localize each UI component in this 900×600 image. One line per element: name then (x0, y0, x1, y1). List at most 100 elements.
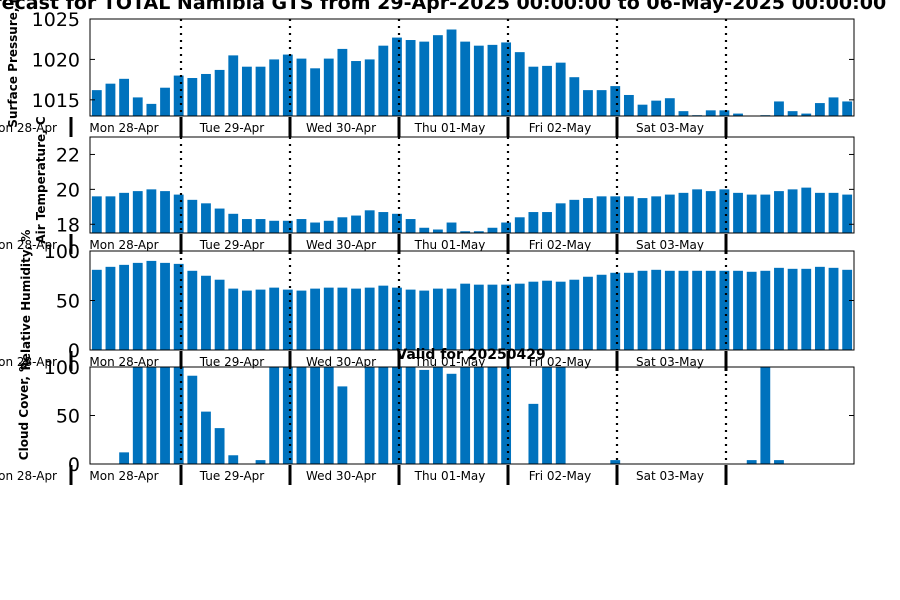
bar (487, 284, 498, 350)
bar (201, 275, 211, 350)
bar (692, 189, 703, 233)
y-tick-label: 1015 (32, 90, 80, 112)
bar (623, 94, 634, 116)
bar (733, 113, 743, 116)
bar (651, 100, 662, 116)
bar (419, 369, 430, 464)
bar (446, 29, 457, 116)
y-tick-label: 1025 (32, 9, 80, 31)
bar (719, 110, 730, 116)
bar (187, 78, 198, 116)
bar (746, 271, 757, 350)
bar (514, 52, 525, 116)
bar (214, 428, 225, 464)
bar (596, 196, 607, 233)
bar (787, 111, 798, 116)
bar (814, 103, 825, 116)
bar (282, 220, 293, 233)
bar (337, 217, 348, 233)
x-tick-label: Wed 30-Apr (306, 355, 376, 369)
bar (583, 198, 593, 233)
bar (610, 272, 621, 350)
bar (637, 104, 648, 116)
bar (405, 219, 416, 233)
bar (187, 270, 198, 350)
bar (432, 35, 443, 116)
bar (282, 289, 293, 350)
y-tick-label: 1020 (32, 49, 80, 71)
bar (528, 403, 539, 464)
bar (146, 189, 157, 233)
bar (801, 187, 812, 233)
bar (637, 198, 648, 233)
bar (119, 264, 130, 350)
bar (828, 97, 839, 116)
bar (623, 196, 634, 233)
bar (664, 270, 675, 350)
x-tick-label: Fri 02-May (529, 238, 592, 252)
x-tick-label: Sat 03-May (636, 238, 704, 252)
bar (119, 78, 130, 116)
x-tick-label: Thu 01-May (414, 469, 486, 483)
bar (460, 367, 471, 464)
plot-frame (89, 136, 855, 234)
bar (187, 199, 198, 233)
bar (392, 37, 402, 117)
x-tick-label: Mon 28-Apr (89, 469, 158, 483)
y-axis-label: Relative Humidity, % (19, 230, 33, 371)
bar (473, 284, 484, 350)
y-tick-label: 100 (44, 241, 80, 263)
bar (228, 55, 239, 117)
bar (119, 452, 130, 464)
bar (351, 215, 361, 233)
bar (173, 367, 184, 464)
bar (160, 367, 170, 464)
bar (364, 287, 375, 350)
bar (460, 231, 471, 233)
bar (323, 367, 334, 464)
bar (310, 288, 321, 350)
bar (473, 367, 484, 464)
bar (774, 267, 784, 350)
bar (432, 288, 443, 350)
x-tick-label: Mon 28-Apr (89, 121, 158, 135)
x-tick-label: Thu 01-May (414, 355, 486, 369)
bar (542, 65, 552, 116)
bar (842, 101, 853, 116)
x-tick-label: Fri 02-May (529, 355, 592, 369)
bar (160, 87, 170, 116)
bar (105, 83, 116, 116)
bar (555, 203, 566, 233)
bar (405, 289, 416, 350)
bar (460, 283, 471, 350)
bar (501, 222, 512, 233)
x-tick-label: Mon 28-Apr (0, 355, 57, 369)
x-tick-label: Mon 28-Apr (89, 238, 158, 252)
bar (705, 191, 716, 233)
bar (282, 367, 293, 464)
bar (119, 192, 130, 233)
bar (801, 113, 812, 116)
bar (296, 367, 307, 464)
x-tick-label: Sat 03-May (636, 469, 704, 483)
bar (405, 367, 416, 464)
bar (160, 262, 170, 350)
bar (173, 75, 184, 116)
bar (132, 191, 143, 233)
bar (637, 270, 648, 350)
bar (228, 213, 239, 233)
figure-title: Forecast for TOTAL Namibia GTS from 29-A… (0, 0, 886, 14)
x-tick-label: Mon 28-Apr (89, 355, 158, 369)
bar (733, 270, 743, 350)
bar (542, 212, 552, 233)
bar (583, 90, 593, 116)
bar (419, 41, 430, 116)
bar (91, 269, 102, 350)
x-tick-label: Fri 02-May (529, 469, 592, 483)
bar (651, 269, 662, 350)
bar (337, 48, 348, 116)
bar (828, 267, 839, 350)
bar (719, 270, 730, 350)
